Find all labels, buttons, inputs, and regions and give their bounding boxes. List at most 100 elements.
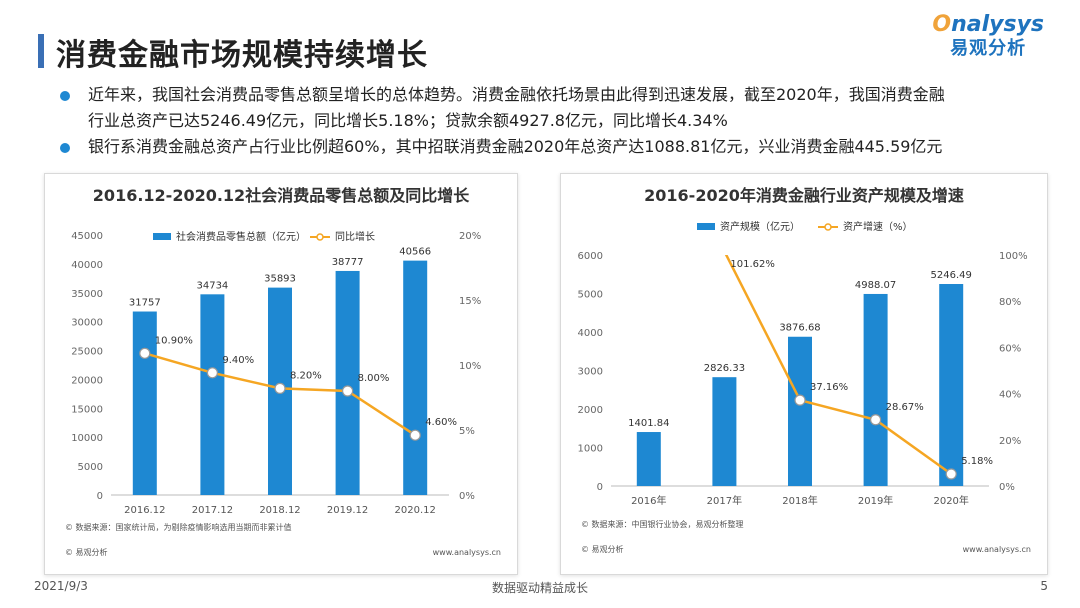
y-left-tick-label: 6000: [578, 251, 603, 262]
y-left-tick-label: 45000: [71, 231, 103, 242]
footer-date: 2021/9/3: [34, 579, 88, 593]
y-left-tick-label: 4000: [578, 328, 603, 339]
legend-label: 社会消费品零售总额（亿元）: [176, 230, 306, 243]
line-point: [206, 367, 218, 379]
y-right-tick-label: 20%: [459, 231, 481, 242]
bar: [863, 293, 888, 486]
y-left-tick-label: 0: [97, 491, 103, 502]
logo-text-en: Onalysys: [932, 12, 1044, 37]
chart-brand: © 易观分析: [65, 547, 108, 557]
x-tick-label: 2020年: [933, 494, 968, 507]
growth-line: [724, 255, 952, 476]
bar: [788, 336, 812, 486]
y-left-tick-label: 2000: [578, 405, 603, 416]
y-left-tick-label: 10000: [71, 433, 103, 444]
y-right-tick-label: 15%: [459, 296, 481, 307]
x-tick-label: 2018年: [782, 494, 817, 507]
x-tick-label: 2020.12: [395, 505, 436, 516]
y-right-tick-label: 60%: [999, 343, 1021, 354]
line-value-label: 28.67%: [886, 402, 924, 413]
page-number: 5: [1040, 579, 1048, 593]
bar-value-label: 34734: [196, 280, 228, 291]
x-tick-label: 2019.12: [327, 505, 368, 516]
y-left-tick-label: 15000: [71, 404, 103, 415]
y-left-tick-label: 1000: [578, 444, 603, 455]
y-left-tick-label: 5000: [578, 290, 603, 301]
y-left-tick-label: 30000: [71, 318, 103, 329]
y-right-tick-label: 40%: [999, 390, 1021, 401]
y-left-tick-label: 0: [597, 482, 603, 493]
chart-url: www.analysys.cn: [963, 545, 1031, 554]
legend-label: 资产增速（%）: [843, 220, 913, 233]
bullet-item: 银行系消费金融总资产占行业比例超60%，其中招联消费金融2020年总资产达108…: [54, 134, 1054, 160]
legend-label: 同比增长: [335, 230, 375, 243]
bar-value-label: 31757: [129, 298, 161, 309]
bullet-dot-icon: [60, 143, 70, 153]
y-right-tick-label: 5%: [459, 426, 475, 437]
line-value-label: 37.16%: [810, 382, 848, 393]
y-left-tick-label: 40000: [71, 260, 103, 271]
line-value-label: 5.18%: [961, 456, 993, 467]
bar: [939, 284, 964, 486]
x-tick-label: 2018.12: [259, 505, 300, 516]
legend-label: 资产规模（亿元）: [720, 220, 800, 233]
y-left-tick-label: 20000: [71, 375, 103, 386]
logo-text-cn: 易观分析: [950, 38, 1027, 59]
y-left-tick-label: 25000: [71, 347, 103, 358]
legend-bar-swatch: [153, 233, 171, 240]
bar: [335, 270, 360, 495]
bar-value-label: 1401.84: [628, 418, 669, 429]
x-tick-label: 2016.12: [124, 505, 165, 516]
footer-slogan: 数据驱动精益成长: [491, 581, 588, 595]
chart-source: © 数据来源：国家统计局，为剔除疫情影响选用当期而非累计值: [65, 522, 292, 532]
page-title: 消费金融市场规模持续增长: [56, 38, 428, 73]
line-value-label: 8.00%: [358, 373, 390, 384]
line-point: [139, 347, 151, 359]
bar: [712, 377, 737, 486]
y-left-tick-label: 3000: [578, 367, 603, 378]
legend-line-marker: [316, 233, 324, 241]
x-tick-label: 2019年: [858, 494, 893, 507]
bullet-dot-icon: [60, 91, 70, 101]
bullet-text-line: 近年来，我国社会消费品零售总额呈增长的总体趋势。消费金融依托场景由此得到迅速发展…: [88, 85, 945, 104]
summary-bullets: 近年来，我国社会消费品零售总额呈增长的总体趋势。消费金融依托场景由此得到迅速发展…: [54, 82, 1054, 160]
line-value-label: 9.40%: [222, 355, 254, 366]
x-tick-label: 2017.12: [192, 505, 233, 516]
line-point: [409, 429, 421, 441]
y-left-tick-label: 35000: [71, 289, 103, 300]
line-point: [794, 394, 806, 406]
line-value-label: 8.20%: [290, 370, 322, 381]
chart-brand: © 易观分析: [581, 544, 624, 554]
bar-value-label: 38777: [332, 257, 364, 268]
bullet-text-line: 行业总资产已达5246.49亿元，同比增长5.18%；贷款余额4927.8亿元，…: [88, 111, 728, 130]
line-value-label: 10.90%: [155, 335, 193, 346]
chart-url: www.analysys.cn: [433, 548, 501, 557]
y-right-tick-label: 100%: [999, 251, 1028, 262]
bar: [636, 432, 661, 486]
x-tick-label: 2017年: [707, 494, 742, 507]
bullet-text-line: 银行系消费金融总资产占行业比例超60%，其中招联消费金融2020年总资产达108…: [88, 137, 943, 156]
retail-sales-chart: 2016.12-2020.12社会消费品零售总额及同比增长社会消费品零售总额（亿…: [65, 186, 501, 557]
y-right-tick-label: 20%: [999, 436, 1021, 447]
bar-value-label: 5246.49: [931, 270, 972, 281]
line-point: [274, 382, 286, 394]
y-left-tick-label: 5000: [78, 462, 103, 473]
bar-value-label: 4988.07: [855, 280, 896, 291]
bar-value-label: 3876.68: [779, 323, 820, 334]
line-point: [342, 385, 354, 397]
y-right-tick-label: 80%: [999, 297, 1021, 308]
chart-title: 2016-2020年消费金融行业资产规模及增速: [644, 186, 964, 205]
chart-panel-retail-sales: 2016.12-2020.12社会消费品零售总额及同比增长社会消费品零售总额（亿…: [44, 173, 518, 575]
bar-value-label: 35893: [264, 274, 296, 285]
x-tick-label: 2016年: [631, 494, 666, 507]
chart-panel-consumer-finance: 2016-2020年消费金融行业资产规模及增速资产规模（亿元） 资产增速（%） 0 1…: [560, 173, 1048, 575]
bar: [200, 294, 225, 495]
bullet-item: 近年来，我国社会消费品零售总额呈增长的总体趋势。消费金融依托场景由此得到迅速发展…: [54, 82, 1054, 134]
bar: [132, 311, 157, 495]
chart-title: 2016.12-2020.12社会消费品零售总额及同比增长: [93, 186, 470, 205]
y-right-tick-label: 10%: [459, 361, 481, 372]
line-value-label: 4.60%: [425, 417, 457, 428]
analysys-logo: Onalysys 易观分析: [932, 12, 1044, 60]
bar: [403, 260, 428, 495]
